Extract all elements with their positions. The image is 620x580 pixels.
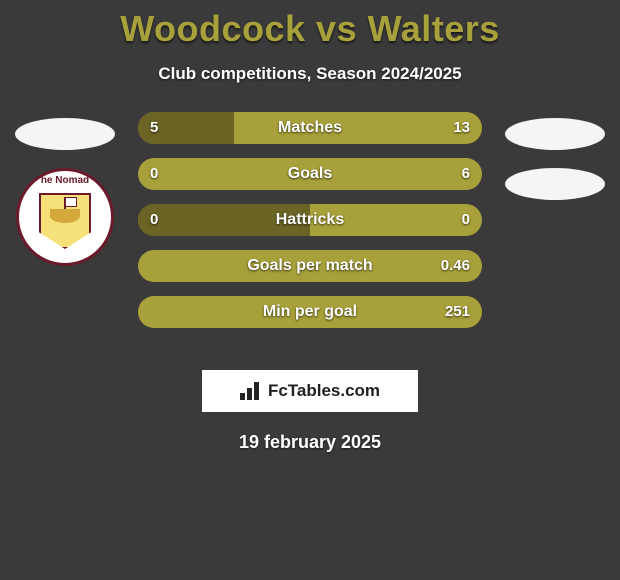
stat-label: Min per goal	[138, 296, 482, 328]
stat-label: Goals per match	[138, 250, 482, 282]
player-ellipse-right-1	[505, 118, 605, 150]
bar-chart-icon	[240, 382, 262, 400]
club-logo-left: he Nomad	[16, 168, 114, 266]
left-player-column: he Nomad	[10, 112, 120, 266]
stat-label: Goals	[138, 158, 482, 190]
page-title: Woodcock vs Walters	[0, 0, 620, 50]
stat-bars: 5 Matches 13 0 Goals 6 0 Hattricks 0 Goa…	[138, 112, 482, 342]
player-ellipse-left	[15, 118, 115, 150]
date-text: 19 february 2025	[0, 432, 620, 453]
brand-text: FcTables.com	[268, 381, 380, 401]
brand-band: FcTables.com	[202, 370, 418, 412]
stat-row: 0 Goals 6	[138, 158, 482, 190]
sail-icon	[65, 197, 77, 207]
stat-right-value: 6	[462, 158, 470, 190]
page-subtitle: Club competitions, Season 2024/2025	[0, 64, 620, 84]
player-ellipse-right-2	[505, 168, 605, 200]
stat-right-value: 0.46	[441, 250, 470, 282]
stat-right-value: 0	[462, 204, 470, 236]
stat-row: Goals per match 0.46	[138, 250, 482, 282]
stat-row: 0 Hattricks 0	[138, 204, 482, 236]
stat-right-value: 13	[453, 112, 470, 144]
stat-label: Hattricks	[138, 204, 482, 236]
ship-icon	[50, 209, 80, 223]
stat-row: Min per goal 251	[138, 296, 482, 328]
right-player-column	[500, 112, 610, 218]
stat-right-value: 251	[445, 296, 470, 328]
comparison-chart: he Nomad 5 Matches 13 0 Goals 6 0	[0, 112, 620, 362]
stat-row: 5 Matches 13	[138, 112, 482, 144]
stat-label: Matches	[138, 112, 482, 144]
club-logo-text: he Nomad	[19, 175, 111, 186]
